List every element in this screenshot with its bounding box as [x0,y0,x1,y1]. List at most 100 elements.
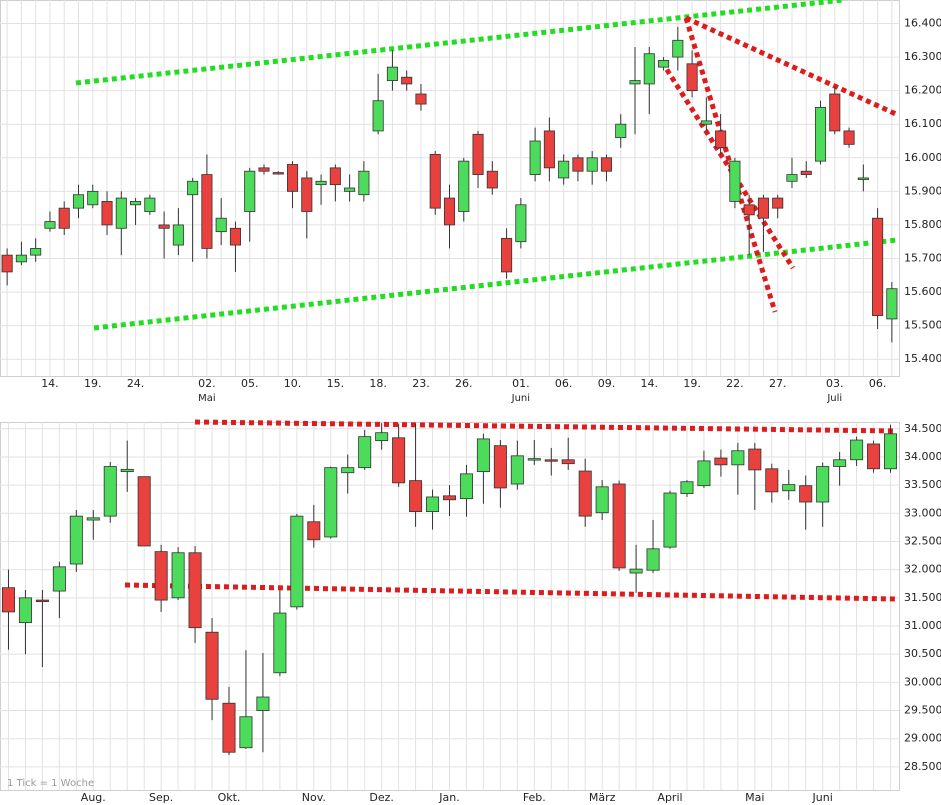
candle-body [886,288,898,320]
candle-body [130,201,142,206]
y-tick-label: 29.000 [904,732,941,745]
candle-body [799,485,813,503]
y-tick-label: 16.200 [904,84,941,97]
trend-line [75,0,844,86]
candle-body [426,496,440,513]
y-tick-label: 16.000 [904,151,941,164]
y-tick-label: 15.900 [904,184,941,197]
candle-body [58,207,70,229]
candle-body [137,476,151,547]
candle-body [290,515,304,608]
candle-body [765,468,779,493]
candle-body [171,552,185,599]
trend-lines [75,0,900,602]
candle-body [344,187,356,192]
candle-body [558,160,570,179]
candle-body [786,174,798,182]
candle-body [748,448,762,471]
y-tick-label: 15.500 [904,319,941,332]
candle-body [501,237,513,273]
candle-body [307,521,321,541]
candle-body [843,130,855,145]
candle-body [672,39,684,58]
trend-line [124,582,896,602]
candle-body [172,224,184,246]
candle-body [375,432,389,441]
candle-body [486,170,498,189]
candle-body [442,495,457,501]
candle-body [600,157,613,172]
candle-body [476,438,490,472]
x-tick-label: 22. [726,377,744,390]
candle-body [69,515,83,565]
candle-body [72,194,85,209]
x-tick-label: Mai [745,791,764,804]
candle-body [18,597,32,624]
candle-body [188,552,202,629]
x-tick-label: Aug. [81,791,106,804]
y-tick-label: 34.500 [904,422,941,435]
candle-body [103,466,117,517]
candle-body [658,60,670,68]
x-tick-label: 26. [455,377,473,390]
candle-body [615,123,627,139]
candle-body [527,458,541,461]
candle-body [286,164,299,192]
x-tick-label: 19. [84,377,102,390]
candle-body [561,459,575,465]
candle-body [229,227,241,246]
candle-body [187,180,199,196]
x-tick-label: Nov. [302,791,326,804]
x-tick-label: Dez. [369,791,394,804]
x-tick-label: 14. [41,377,59,390]
x-tick-label: März [589,791,616,804]
x-tick-label: 18. [369,377,387,390]
candle-body [578,470,592,517]
tick-note: 1 Tick = 1 Woche [7,778,94,789]
candle-body [301,177,313,212]
y-tick-label: 16.400 [904,17,941,30]
candle-body [586,157,598,172]
candle-body [222,702,236,753]
candle-body [731,450,745,466]
y-tick-label: 16.100 [904,117,941,130]
candle-body [715,130,727,149]
candle-body [629,80,641,85]
x-tick-label: Okt. [218,791,241,804]
y-tick-label: 16.300 [904,50,941,63]
candle-body [816,466,830,503]
x-tick-label: April [657,791,682,804]
candle-body [87,190,99,206]
candle-body [324,467,338,538]
candle-body [884,433,898,470]
x-tick-label: 19. [683,377,701,390]
trend-line [659,60,796,270]
candle-body [543,130,555,169]
y-tick-label: 28.500 [904,760,941,773]
y-tick-label: 33.500 [904,478,941,491]
grid-layer [0,0,900,791]
candle-body [158,224,170,229]
x-tick-label: 23. [412,377,430,390]
candle-body [697,460,711,487]
candle-body [30,248,42,256]
candle-body [215,217,227,233]
candle-body [358,170,370,196]
candle-body [729,160,741,202]
candle-body [52,566,66,592]
candle-body [239,716,253,749]
y-tick-label: 15.800 [904,218,941,231]
x-tick-label: Feb. [523,791,546,804]
candle-body [358,436,372,469]
x-tick-label: 05. [241,377,259,390]
candle-body [409,480,423,513]
trend-line [194,419,896,434]
candle-body [273,612,287,674]
candle-body [680,481,694,494]
candle-body [629,568,643,574]
x-tick-label: 27. [769,377,787,390]
x-tick-label: 14. [641,377,659,390]
candle-body [515,204,527,243]
x-tick-label: 10. [284,377,302,390]
trend-line [93,237,898,331]
